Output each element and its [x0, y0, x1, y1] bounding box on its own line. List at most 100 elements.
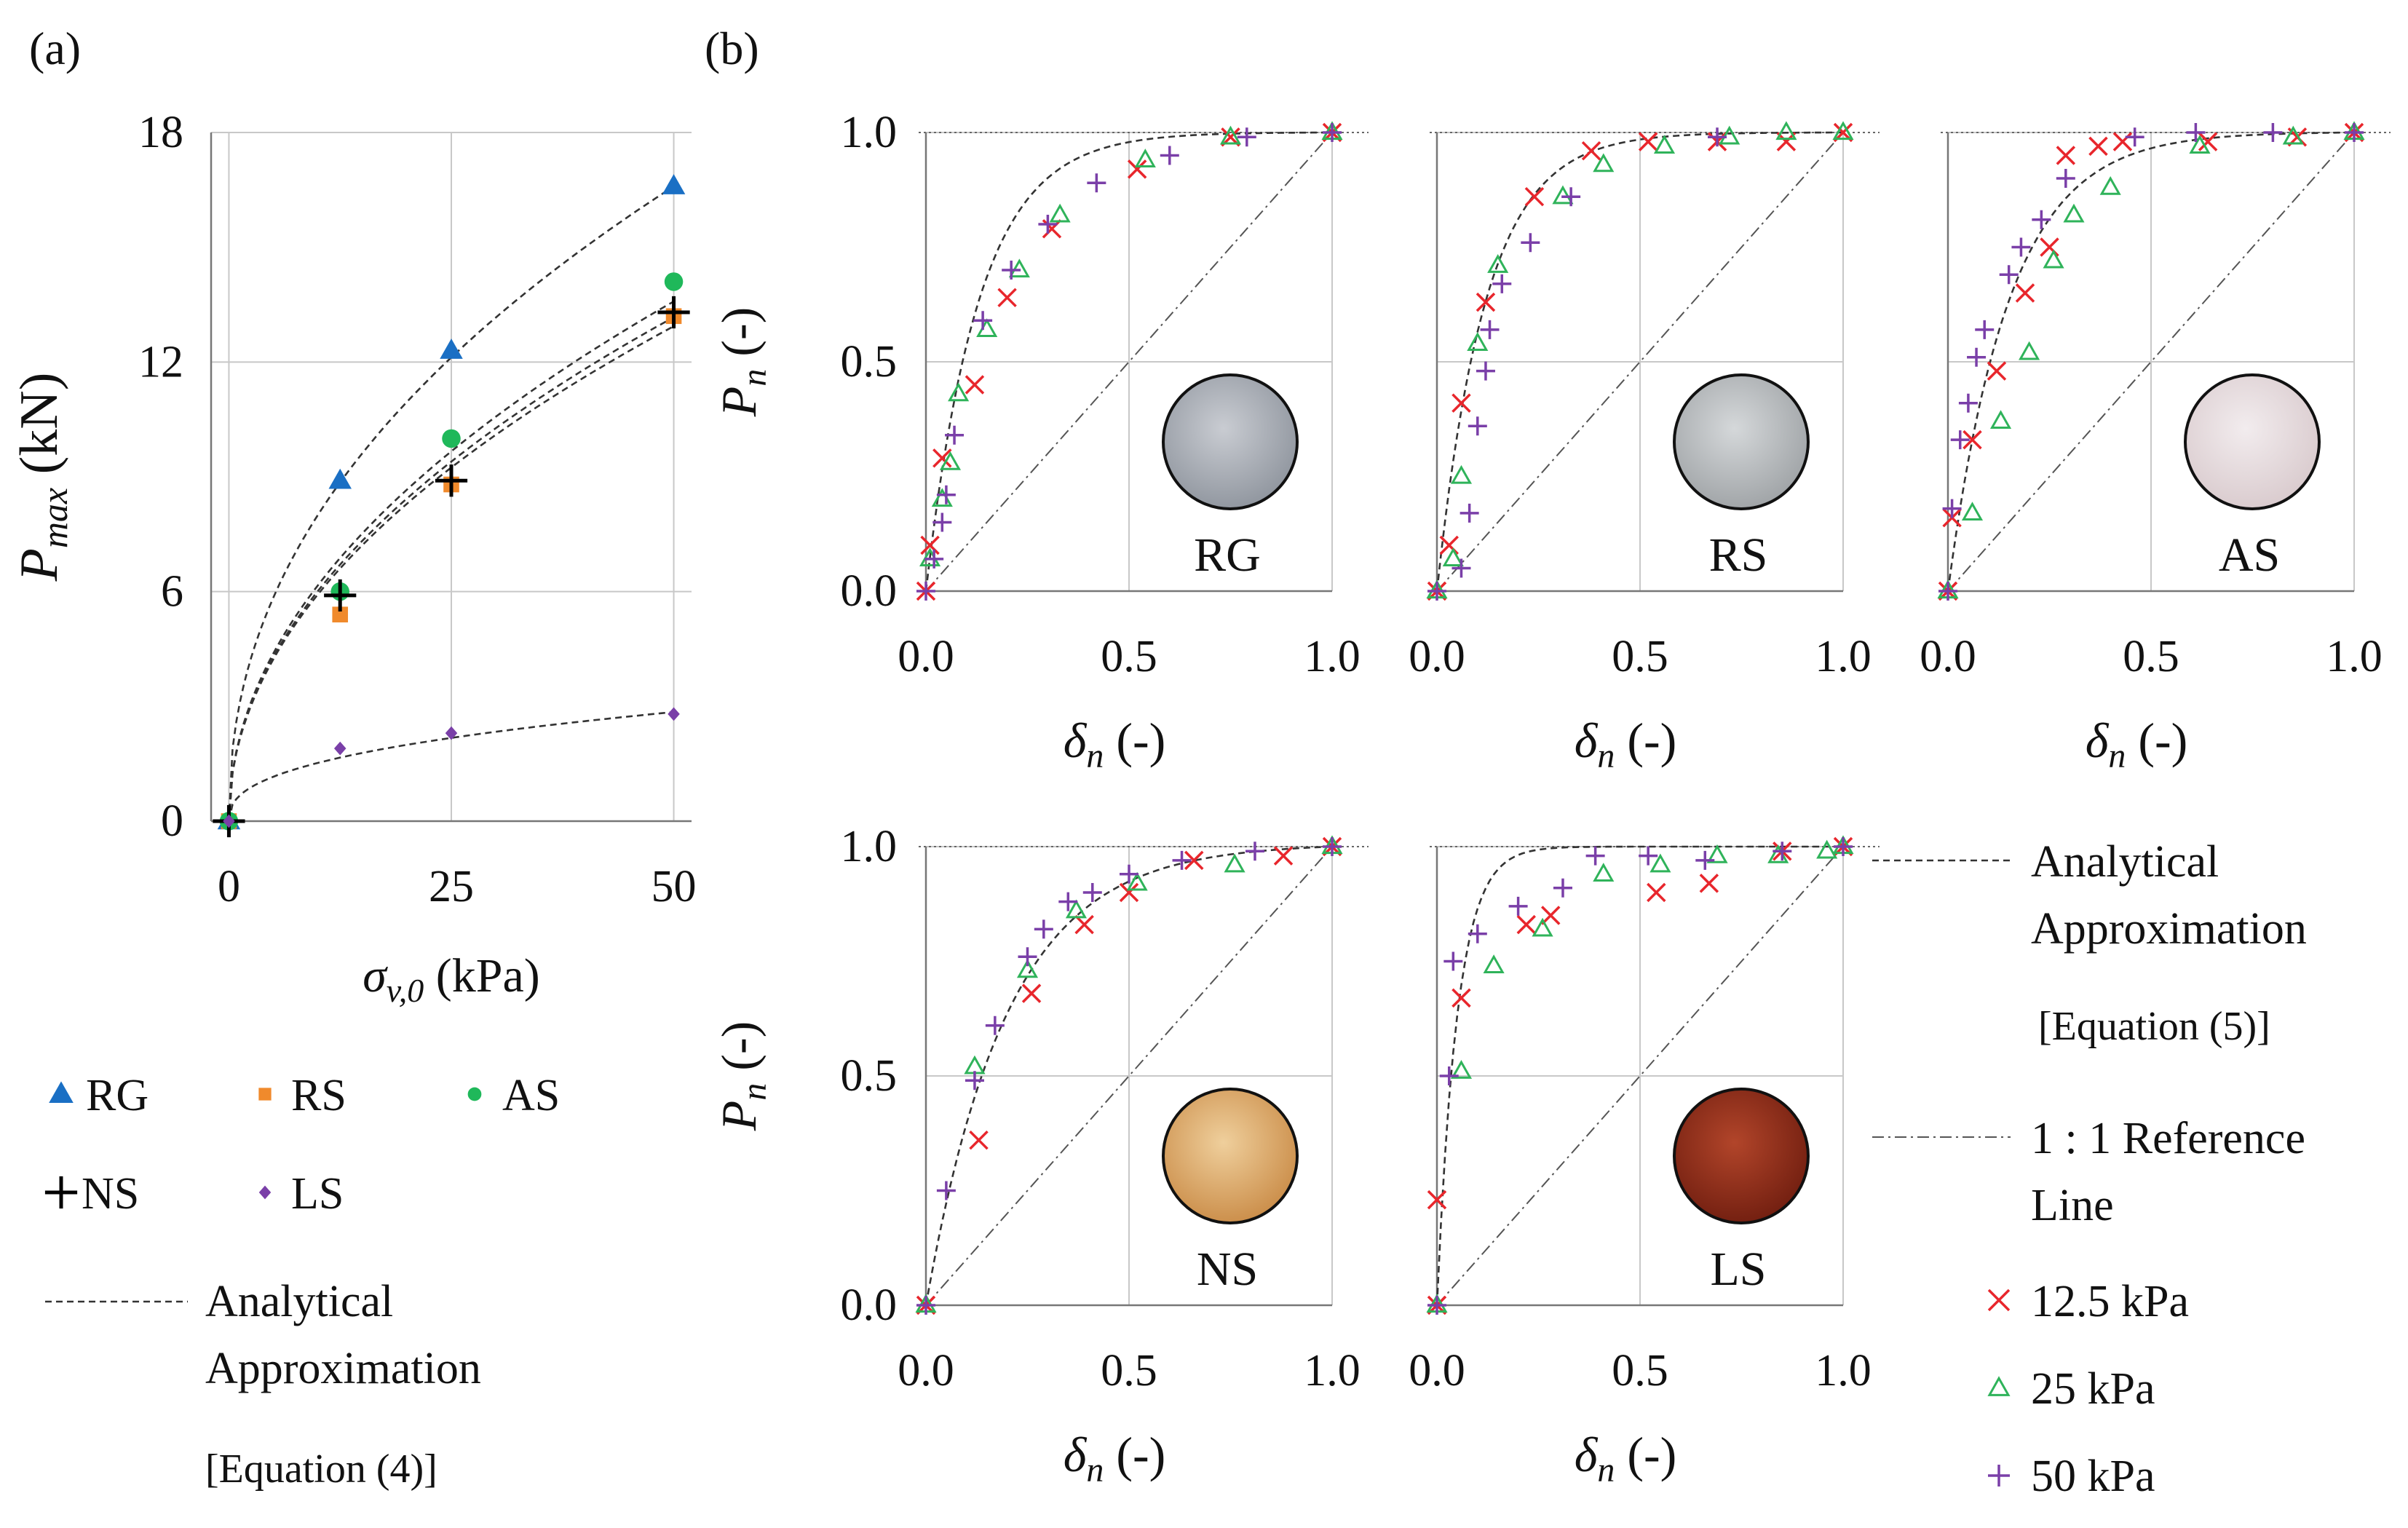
point-50-kpa [1172, 850, 1192, 870]
point-50-kpa [1120, 864, 1138, 884]
point-50-kpa [1521, 233, 1540, 253]
point-25-kpa [1989, 410, 2012, 429]
point-50-kpa [973, 311, 993, 330]
sample-image-rs [1673, 373, 1810, 510]
point-ls [668, 707, 680, 721]
point-25-kpa [1593, 153, 1615, 173]
ytick-label: 0.5 [841, 1051, 898, 1101]
point-25-kpa [1832, 121, 1854, 140]
point-50-kpa [1958, 393, 1978, 413]
point-25-kpa [1065, 899, 1088, 919]
point-12-5-kpa [1476, 292, 1496, 312]
point-12-5-kpa [932, 448, 952, 468]
xtick-label: 0.0 [898, 632, 954, 681]
point-12-5-kpa [920, 535, 940, 555]
point-12-5-kpa [997, 288, 1017, 308]
sample-label: NS [1197, 1243, 1258, 1296]
legend-b-ref-line-2: Line [2031, 1181, 2114, 1230]
point-12-5-kpa [1184, 850, 1204, 871]
point-50-kpa [1427, 582, 1446, 601]
point-50-kpa [1245, 842, 1264, 861]
sample-image-rg [1162, 373, 1299, 510]
point-50-kpa [936, 485, 956, 504]
point-12-5-kpa [1516, 914, 1536, 935]
xlabel-b: δn (-) [1575, 1427, 1677, 1489]
point-12-5-kpa [1987, 361, 2007, 381]
xtick-label: 0.0 [1409, 1346, 1465, 1396]
point-rg [328, 468, 352, 489]
point-12-5-kpa [1451, 393, 1471, 413]
ytick-label-a: 18 [138, 108, 183, 157]
point-25-kpa [1775, 121, 1797, 140]
point-12-5-kpa [1427, 1189, 1447, 1210]
point-50-kpa [945, 425, 965, 445]
point-25-kpa [1706, 844, 1728, 863]
ytick-label: 0.0 [841, 566, 898, 616]
point-12-5-kpa [2015, 283, 2035, 303]
subplot-rs: 0.0 0.5 1.0 δn (-) RS [1409, 121, 1880, 775]
legend-b-marker-25 [1987, 1376, 2011, 1396]
fit-curve-rs [228, 325, 675, 822]
point-25-kpa [964, 1055, 986, 1074]
point-50-kpa [1460, 503, 1479, 523]
subplot-rg: 0.0 0.5 1.0 0.0 0.5 1.0 Pn (-) δn (-) RG [711, 108, 1369, 775]
point-50-kpa [1082, 883, 1102, 902]
point-12-5-kpa [1963, 429, 1982, 450]
xlabel-b: δn (-) [1064, 1427, 1166, 1489]
legend-b-fit-line-2: Approximation [2031, 904, 2307, 954]
point-50-kpa [1160, 146, 1179, 165]
xtick-label: 0.5 [1612, 1346, 1668, 1396]
point-50-kpa [1018, 947, 1037, 967]
point-rg [662, 174, 686, 194]
ytick-label: 1.0 [841, 108, 898, 157]
point-25-kpa [2099, 175, 2121, 195]
fit-curve-ls [228, 710, 674, 822]
point-25-kpa [1016, 959, 1039, 978]
point-50-kpa [1443, 951, 1463, 971]
xtick-label: 0.5 [1101, 1346, 1157, 1396]
point-25-kpa [2189, 135, 2211, 154]
legend-b-fit-line-1: Analytical [2031, 837, 2219, 887]
panel-a-chart: 0 6 12 18 0 25 50 Pmax (kN) σv,0 (kPa) [9, 108, 697, 1009]
point-rs [332, 606, 349, 622]
legend-a-marker-rg [49, 1081, 74, 1103]
subplot-ls: 0.0 0.5 1.0 δn (-) LS [1409, 835, 1880, 1489]
point-25-kpa [1649, 853, 1671, 873]
xtick-label-a: 0 [218, 862, 240, 911]
point-50-kpa [916, 582, 935, 601]
point-25-kpa [2063, 203, 2085, 223]
sample-image-as [2184, 373, 2321, 510]
point-50-kpa [965, 1071, 984, 1090]
sample-label: LS [1710, 1243, 1766, 1296]
point-25-kpa [2043, 249, 2064, 269]
legend-a-label-as: AS [502, 1071, 560, 1120]
point-50-kpa [2125, 127, 2144, 147]
point-25-kpa [1008, 258, 1030, 278]
point-50-kpa [1950, 430, 1970, 450]
point-50-kpa [924, 549, 944, 569]
point-12-5-kpa [1647, 882, 1666, 903]
point-25-kpa [1134, 149, 1156, 167]
legend-b-ref-line-1: 1 : 1 Reference [2031, 1114, 2305, 1163]
point-25-kpa [1219, 125, 1242, 145]
point-as [442, 429, 461, 448]
point-ls [333, 741, 346, 756]
legend-b-marker-50 [1988, 1465, 2010, 1487]
point-50-kpa [1468, 416, 1487, 436]
fit-curve [1946, 131, 2355, 592]
panel-b-label: (b) [705, 23, 759, 74]
point-rg [440, 339, 463, 359]
point-50-kpa [1834, 837, 1853, 856]
xtick-label-a: 50 [651, 862, 697, 911]
point-50-kpa [1439, 1066, 1459, 1085]
sample-image-ls [1673, 1088, 1810, 1224]
point-25-kpa [2282, 125, 2304, 145]
xtick-label: 1.0 [1304, 1346, 1361, 1396]
point-50-kpa [2056, 169, 2075, 188]
point-25-kpa [2019, 341, 2040, 360]
xtick-label: 0.0 [898, 1346, 954, 1396]
xlabel-b: δn (-) [1064, 713, 1166, 775]
point-25-kpa [1483, 954, 1505, 973]
point-25-kpa [1961, 502, 1984, 521]
